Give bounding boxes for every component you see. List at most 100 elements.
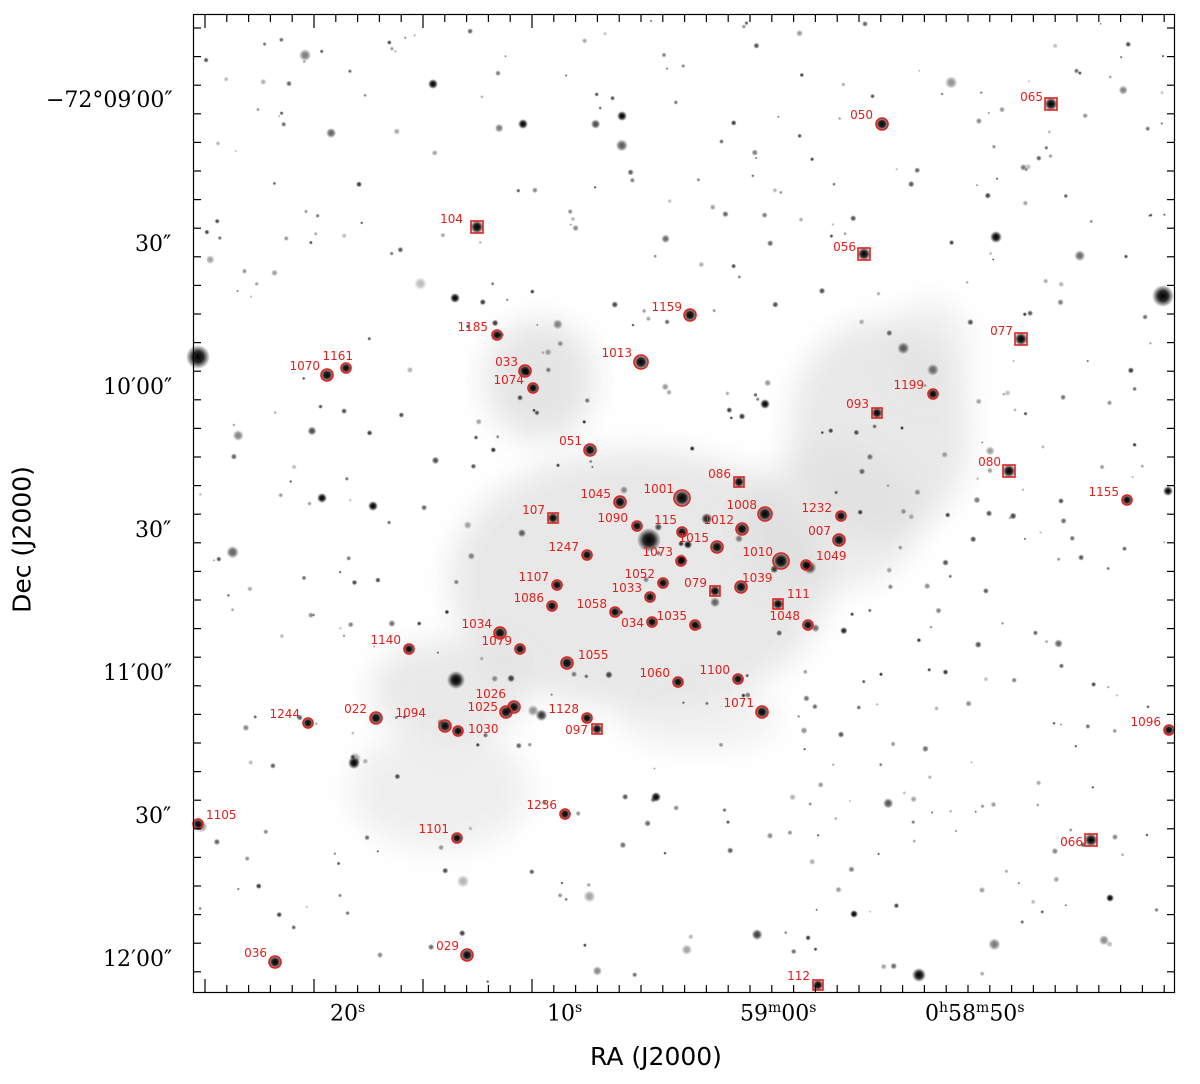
bright-star: [990, 231, 1002, 243]
source-box-marker: [709, 585, 721, 597]
star: [495, 70, 501, 77]
source-star: [734, 580, 748, 594]
source-circle-marker: [613, 495, 627, 509]
star: [718, 742, 724, 748]
star: [590, 119, 601, 129]
star: [918, 69, 921, 73]
star: [582, 419, 587, 424]
source-label: 1247: [548, 540, 579, 554]
star: [312, 613, 316, 617]
source-circle-marker: [527, 382, 539, 394]
star: [581, 38, 588, 44]
star: [1027, 310, 1034, 317]
source-label: 086: [708, 467, 731, 481]
star: [1000, 621, 1005, 626]
source-star: [832, 533, 846, 547]
star: [832, 182, 836, 186]
star: [465, 324, 471, 329]
star: [834, 490, 839, 495]
star: [564, 897, 568, 902]
star: [1052, 721, 1056, 725]
star: [463, 521, 472, 530]
star: [482, 732, 489, 738]
source-circle-marker: [581, 549, 593, 561]
star: [393, 49, 397, 53]
star: [278, 37, 284, 43]
source-label: 104: [440, 212, 463, 226]
star: [289, 479, 293, 484]
source-label: 1107: [518, 570, 549, 584]
star: [800, 726, 808, 735]
star: [536, 323, 539, 327]
star: [673, 100, 679, 105]
star: [895, 167, 899, 171]
star: [338, 570, 342, 574]
star: [272, 181, 277, 186]
source-label: 080: [978, 455, 1001, 469]
star: [362, 758, 369, 765]
star: [776, 629, 783, 637]
star: [828, 428, 834, 434]
source-circle-marker: [633, 354, 649, 370]
star: [661, 383, 669, 391]
source-circle-marker: [672, 676, 684, 688]
bright-star: [317, 493, 327, 503]
star: [661, 52, 667, 58]
star: [1161, 54, 1165, 58]
star: [727, 847, 734, 854]
star: [1115, 693, 1119, 697]
star: [870, 93, 875, 99]
star: [337, 893, 343, 898]
star: [1160, 122, 1164, 125]
star: [1002, 392, 1006, 396]
star: [664, 319, 670, 325]
star: [582, 943, 587, 948]
star: [541, 350, 545, 355]
star: [877, 852, 880, 856]
star: [364, 834, 370, 841]
star: [263, 829, 269, 835]
star: [615, 139, 628, 152]
bright-star: [651, 792, 661, 802]
star: [673, 804, 680, 811]
star: [1112, 728, 1118, 734]
star: [1140, 464, 1145, 469]
source-label: 097: [565, 723, 588, 737]
star: [591, 465, 594, 469]
source-star: [591, 723, 603, 735]
source-label: 066: [1060, 835, 1083, 849]
source-label: 022: [344, 702, 367, 716]
star: [256, 107, 260, 112]
star: [438, 844, 445, 851]
star: [948, 574, 953, 579]
star: [653, 767, 656, 770]
star: [351, 579, 358, 586]
star: [1040, 444, 1045, 449]
star: [722, 807, 727, 813]
star: [988, 251, 993, 256]
source-star: [772, 598, 784, 610]
source-star: [733, 476, 745, 488]
source-star: [268, 955, 282, 969]
star: [833, 816, 838, 821]
star: [301, 376, 306, 381]
star: [988, 938, 1001, 951]
star: [999, 106, 1005, 113]
star: [753, 42, 760, 49]
star: [1111, 833, 1119, 841]
star: [232, 430, 244, 441]
star: [216, 556, 222, 562]
star: [858, 468, 866, 475]
star: [876, 291, 881, 296]
star: [980, 804, 985, 809]
star: [816, 833, 820, 837]
star: [735, 534, 743, 543]
source-label: 1039: [742, 571, 773, 585]
source-label: 056: [833, 240, 856, 254]
star: [1078, 554, 1085, 561]
source-label: 1199: [893, 378, 924, 392]
ra-tick-label-0h58m50s: 0h58m50s: [925, 1000, 1025, 1027]
source-star: [369, 711, 383, 725]
star: [230, 607, 235, 612]
